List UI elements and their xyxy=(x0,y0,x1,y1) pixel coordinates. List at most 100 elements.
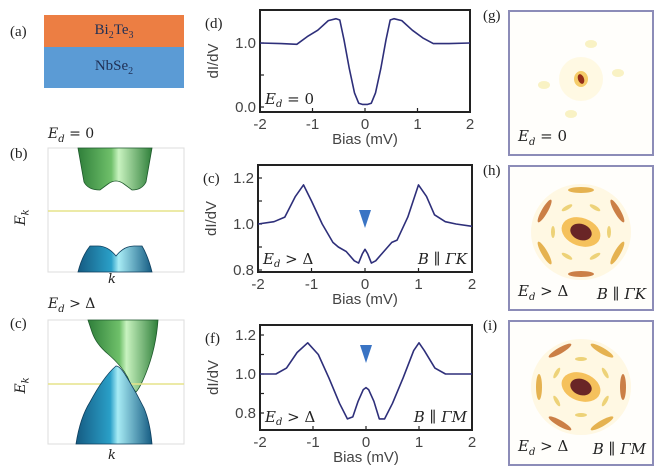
bragg-streak xyxy=(537,199,552,223)
condition-annotation: Ed > Δ xyxy=(262,250,313,270)
y-tick-label: 0.8 xyxy=(235,405,256,422)
panel-b-condition: Ed = 0 xyxy=(48,126,95,145)
bragg-streak xyxy=(568,187,594,193)
inner-streak xyxy=(553,367,561,379)
inner-streak xyxy=(575,357,587,361)
faint-spot xyxy=(538,81,550,89)
faint-spot xyxy=(585,40,597,48)
spectra-charts: -2 -1 0 1 2 0.0 1.0 Bias (mV) dI/dV (d) Ed = 0 -2 -1… xyxy=(203,9,476,466)
x-tick-label: 1 xyxy=(415,434,423,451)
inner-streak xyxy=(607,226,611,238)
panel-b-label: (b) xyxy=(10,146,28,162)
inner-streak xyxy=(589,252,601,260)
stm-condition-annotation: Ed > Δ xyxy=(518,282,569,303)
data-line xyxy=(260,342,472,420)
bragg-streak xyxy=(620,374,626,400)
bi2te3-layer: Bi2Te3 xyxy=(44,15,184,47)
condition-annotation: Ed = 0 xyxy=(264,90,314,110)
inner-streak xyxy=(551,226,555,238)
bi2te3-label: Bi2Te3 xyxy=(94,21,134,41)
chart-d: -2 -1 0 1 2 0.0 1.0 Bias (mV) dI/dV (d) Ed = 0 xyxy=(205,9,474,148)
chart-e: -2 -1 0 1 2 0.8 1.0 1.2 Bias (mV) dI/dV (c) Ed > Δ B… xyxy=(203,164,476,308)
bragg-streak xyxy=(548,416,572,431)
y-axis-label: dI/dV xyxy=(203,201,220,236)
field-direction-annotation: B ∥ ΓK xyxy=(417,250,468,268)
fft-pattern xyxy=(531,339,631,435)
bragg-streak xyxy=(537,241,552,265)
x-tick-label: 2 xyxy=(466,116,474,133)
bragg-streak xyxy=(568,271,594,277)
stm-panel-label: (h) xyxy=(483,163,501,179)
x-axis-label: Bias (mV) xyxy=(332,291,398,308)
zero-bias-peak-marker xyxy=(359,210,371,228)
stm-field-annotation: B ∥ ΓK xyxy=(596,285,646,303)
x-axis-label: Bias (mV) xyxy=(332,131,398,148)
panel-c-band-label: (c) xyxy=(10,316,27,332)
x-tick-label: 0 xyxy=(362,434,370,451)
panel-c-xlabel: k xyxy=(108,448,116,463)
stm-panel-label: (i) xyxy=(483,318,498,334)
panel-label: (c) xyxy=(203,171,220,187)
stm-map-h: Ed > Δ B ∥ ΓK xyxy=(508,165,654,311)
central-spot xyxy=(570,378,592,396)
nbse2-label: NbSe2 xyxy=(94,58,134,77)
stm-field-annotation: B ∥ ΓM xyxy=(592,440,646,458)
stm-panel-label: (g) xyxy=(483,8,501,24)
x-tick-label: -1 xyxy=(306,116,319,133)
faint-spot xyxy=(612,69,624,77)
inner-streak xyxy=(589,204,601,212)
panel-c-ylabel: Ek xyxy=(12,377,32,394)
inner-streak xyxy=(575,413,587,417)
stm-condition-annotation: Ed = 0 xyxy=(518,127,568,148)
inner-streak xyxy=(561,204,573,212)
field-direction-annotation: B ∥ ΓM xyxy=(413,408,468,426)
inner-streak xyxy=(601,367,609,379)
panel-label: (d) xyxy=(205,16,223,32)
x-tick-label: -2 xyxy=(253,116,266,133)
bragg-streak xyxy=(610,241,625,265)
x-tick-label: 2 xyxy=(468,276,476,293)
y-tick-label: 1.2 xyxy=(235,327,256,344)
zero-bias-peak-marker xyxy=(360,345,372,363)
y-tick-label: 0.0 xyxy=(235,99,256,116)
x-tick-label: 1 xyxy=(413,116,421,133)
panel-b-ylabel: Ek xyxy=(12,209,32,226)
inner-streak xyxy=(561,252,573,260)
y-axis-label: dI/dV xyxy=(205,360,222,395)
x-tick-label: -1 xyxy=(305,276,318,293)
band-structure-b xyxy=(47,147,185,273)
faint-spot xyxy=(565,110,577,118)
x-axis-label: Bias (mV) xyxy=(333,449,399,466)
y-tick-label: 0.8 xyxy=(233,262,254,279)
x-tick-label: -2 xyxy=(253,434,266,451)
stm-map-g: Ed = 0 xyxy=(508,10,654,156)
panel-a-label: (a) xyxy=(10,24,27,40)
central-spot xyxy=(577,74,585,84)
panel-b-xlabel: k xyxy=(108,272,116,287)
y-tick-label: 1.0 xyxy=(233,216,254,233)
stm-map-i: Ed > Δ B ∥ ΓM xyxy=(508,320,654,466)
y-tick-label: 1.0 xyxy=(235,366,256,383)
x-tick-label: -1 xyxy=(306,434,319,451)
x-tick-label: -2 xyxy=(251,276,264,293)
valence-band-tilted xyxy=(75,365,153,445)
condition-annotation: Ed > Δ xyxy=(264,408,315,428)
nbse2-layer: NbSe2 xyxy=(44,47,184,88)
y-tick-label: 1.2 xyxy=(233,170,254,187)
central-spot xyxy=(570,223,592,241)
y-axis-label: dI/dV xyxy=(205,43,222,78)
bragg-streak xyxy=(548,343,572,358)
chart-f: -2 -1 0 1 2 0.8 1.0 1.2 Bias (mV) dI/dV (f) Ed > Δ B… xyxy=(205,324,476,466)
valence-band xyxy=(77,245,153,273)
y-tick-label: 1.0 xyxy=(235,35,256,52)
band-structure-c xyxy=(47,319,185,445)
conduction-band xyxy=(77,147,153,191)
panel-c-condition: Ed > Δ xyxy=(48,296,96,315)
bragg-streak xyxy=(590,343,614,358)
fft-pattern xyxy=(538,40,624,118)
inner-streak xyxy=(601,395,609,407)
panel-label: (f) xyxy=(205,331,220,347)
x-tick-label: 0 xyxy=(361,116,369,133)
x-tick-label: 2 xyxy=(468,434,476,451)
bragg-streak xyxy=(590,416,614,431)
